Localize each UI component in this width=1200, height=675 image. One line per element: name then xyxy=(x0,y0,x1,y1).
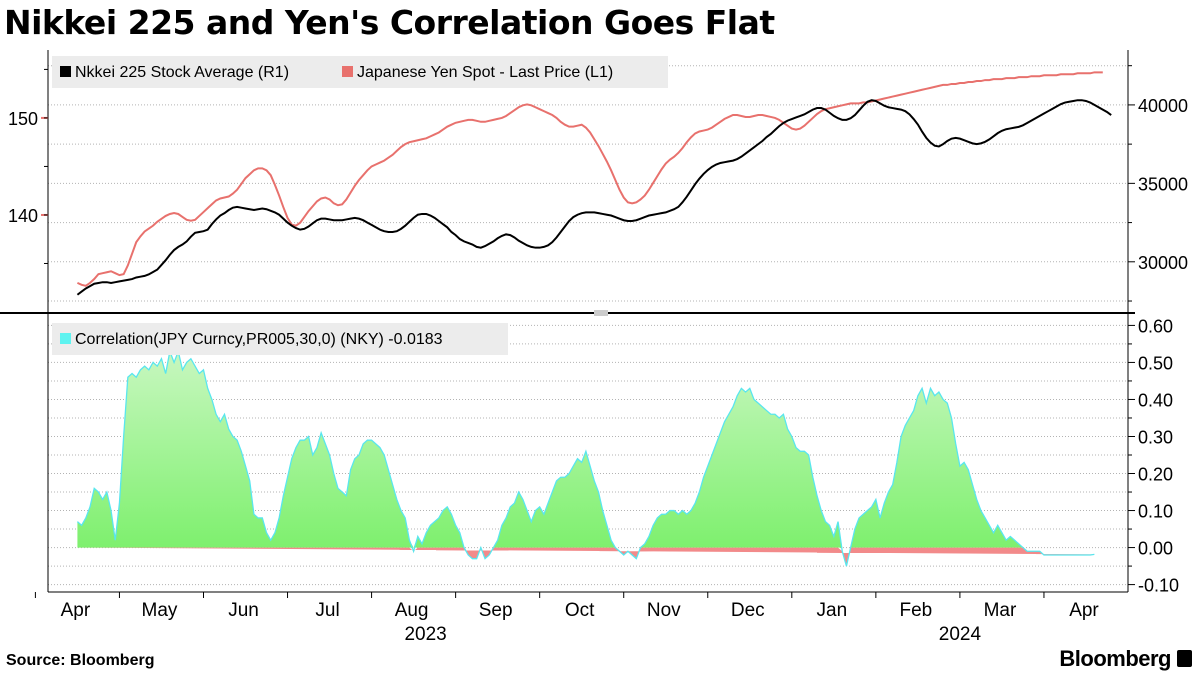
x-tick-label: Jan xyxy=(817,600,848,621)
x-tick-label: Dec xyxy=(731,600,765,621)
correlation-tick-label: 0.10 xyxy=(1138,502,1173,522)
legend-swatch-nikkei xyxy=(60,66,71,77)
correlation-area-positive xyxy=(77,351,1095,548)
x-tick-label: Feb xyxy=(900,600,933,621)
left-tick-label: 150 xyxy=(8,109,38,129)
x-year-label: 2024 xyxy=(939,624,982,645)
correlation-tick-label: 0.00 xyxy=(1138,539,1173,559)
legend-swatch-correlation xyxy=(60,333,71,344)
x-tick-label: Apr xyxy=(1069,600,1099,621)
top-legend-box xyxy=(52,56,668,88)
source-note: Source: Bloomberg xyxy=(6,652,155,669)
right-tick-label: 40000 xyxy=(1138,96,1188,116)
x-tick-label: Jun xyxy=(228,600,259,621)
nikkei-series-line xyxy=(76,99,1112,296)
x-year-label: 2023 xyxy=(404,624,446,645)
yen-series-line xyxy=(76,71,1103,287)
right-tick-label: 35000 xyxy=(1138,174,1188,194)
right-tick-label: 30000 xyxy=(1138,253,1188,273)
legend-label-nikkei: Nkkei 225 Stock Average (R1) xyxy=(75,64,289,81)
correlation-area-negative xyxy=(77,547,1095,567)
axes-layer: 140 150 30000 35000 40000 -0.10 0.00 0.10 0.20 0.… xyxy=(0,50,1188,645)
x-tick-label: Mar xyxy=(984,600,1017,621)
correlation-tick-label: -0.10 xyxy=(1138,576,1179,596)
correlation-tick-label: 0.60 xyxy=(1138,316,1173,336)
legend-layer: Nkkei 225 Stock Average (R1) Japanese Yen… xyxy=(52,56,668,355)
chart-title: Nikkei 225 and Yen's Correlation Goes Fl… xyxy=(4,3,775,42)
correlation-tick-label: 0.20 xyxy=(1138,465,1173,485)
x-tick-label: Sep xyxy=(479,600,513,621)
bloomberg-icon xyxy=(1177,650,1192,667)
x-tick-label: May xyxy=(142,600,178,621)
bottom-legend-box xyxy=(52,323,508,355)
left-tick-label: 140 xyxy=(8,206,38,226)
x-tick-label: Oct xyxy=(565,600,595,621)
divider-handle xyxy=(594,310,608,316)
brand-logo: Bloomberg xyxy=(1059,646,1192,672)
series-layer xyxy=(76,71,1112,567)
correlation-tick-label: 0.30 xyxy=(1138,427,1173,447)
correlation-line xyxy=(76,348,1095,567)
legend-label-yen: Japanese Yen Spot - Last Price (L1) xyxy=(357,64,613,81)
x-tick-label: Aug xyxy=(395,600,429,621)
legend-swatch-yen xyxy=(342,66,353,77)
brand-name: Bloomberg xyxy=(1059,646,1171,671)
legend-label-correlation: Correlation(JPY Curncy,PR005,30,0) (NKY)… xyxy=(75,331,443,348)
x-tick-label: Jul xyxy=(315,600,339,621)
correlation-tick-label: 0.40 xyxy=(1138,390,1173,410)
x-tick-label: Apr xyxy=(61,600,91,621)
x-tick-label: Nov xyxy=(647,600,681,621)
correlation-tick-label: 0.50 xyxy=(1138,353,1173,373)
